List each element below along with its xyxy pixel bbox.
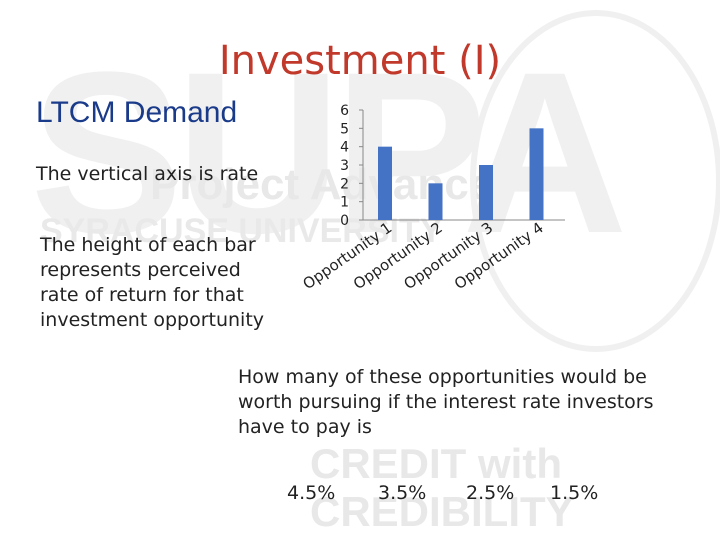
answer-option-3: 2.5% (466, 482, 515, 504)
bar-height-note: The height of each bar represents percei… (40, 234, 265, 331)
y-tick-label: 2 (340, 176, 349, 192)
y-tick-label: 3 (340, 158, 349, 174)
y-tick-label: 5 (340, 121, 349, 137)
bar (428, 183, 443, 220)
answer-option-2: 3.5% (378, 482, 427, 504)
y-tick-label: 1 (340, 195, 349, 211)
credibility-watermark: CREDIT with CREDIBILITY (310, 440, 574, 535)
y-tick-label: 0 (340, 213, 349, 229)
slide-title: Investment (I) (218, 38, 502, 84)
x-category-label: Opportunity 4 (451, 219, 547, 294)
syracuse-watermark: SYRACUSE UNIVERSITY (40, 212, 443, 250)
university-seal-watermark (470, 10, 720, 352)
slide-subtitle: LTCM Demand (36, 96, 238, 129)
y-tick-label: 6 (340, 103, 349, 119)
answer-option-1: 4.5% (287, 482, 336, 504)
y-tick-label: 4 (340, 140, 349, 156)
answer-option-4: 1.5% (550, 482, 599, 504)
vertical-axis-note: The vertical axis is rate (36, 163, 259, 185)
bar (529, 128, 544, 220)
bar (378, 146, 392, 220)
question-text: How many of these opportunities would be… (238, 366, 654, 438)
bar (479, 165, 493, 220)
